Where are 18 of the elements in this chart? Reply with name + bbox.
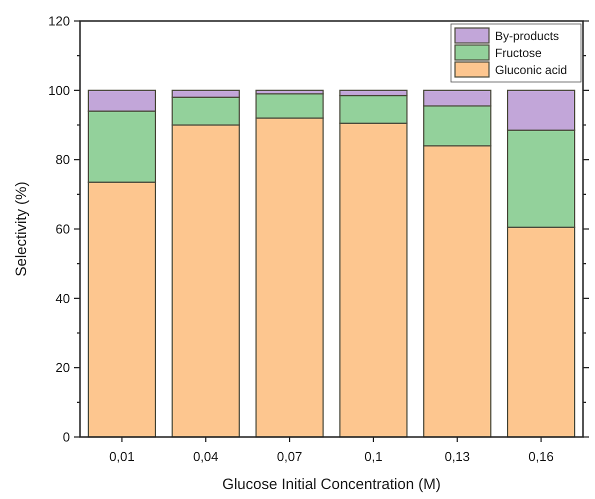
y-tick-label: 80 (56, 152, 70, 168)
y-tick-label: 120 (48, 14, 70, 29)
legend-label: Gluconic acid (495, 63, 568, 78)
legend-label: By-products (495, 29, 560, 44)
y-tick-label: 20 (56, 360, 70, 376)
y-tick-label: 40 (56, 290, 70, 306)
y-tick-label: 0 (62, 430, 70, 445)
x-tick-label: 0,1 (364, 449, 382, 464)
legend-label: Fructose (495, 46, 542, 60)
x-tick-label: 0,07 (276, 449, 302, 464)
x-axis-title: Glucose Initial Concentration (M) (222, 476, 441, 493)
y-axis-title: Selectivity (%) (13, 181, 30, 277)
x-tick-label: 0,16 (528, 449, 554, 464)
x-tick-label: 0,01 (109, 449, 135, 464)
y-tick-label: 60 (56, 222, 70, 237)
x-tick-label: 0,13 (444, 449, 470, 464)
y-tick-label: 100 (48, 82, 70, 98)
x-tick-label: 0,04 (193, 449, 218, 464)
